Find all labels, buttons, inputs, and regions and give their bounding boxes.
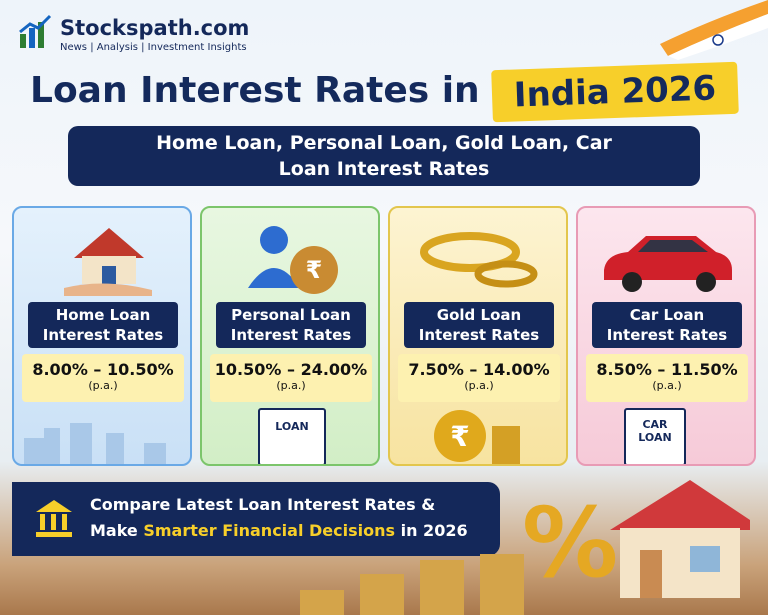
card-title: Gold Loan Interest Rates bbox=[404, 302, 554, 348]
title-highlight: India 2026 bbox=[491, 61, 739, 123]
loan-badge: LOAN bbox=[258, 408, 326, 464]
house-icon bbox=[64, 228, 152, 296]
rate-note: (p.a.) bbox=[88, 379, 118, 392]
rate: 8.00% – 10.50% bbox=[32, 360, 174, 379]
rate: 10.50% – 24.00% bbox=[214, 360, 368, 379]
logo bbox=[19, 14, 52, 48]
rate-note: (p.a.) bbox=[464, 379, 494, 392]
svg-text:₹: ₹ bbox=[450, 420, 469, 453]
coin-icon: ₹ bbox=[434, 410, 520, 464]
subtitle: Home Loan, Personal Loan, Gold Loan, Car… bbox=[68, 126, 700, 186]
house-illustration bbox=[610, 480, 750, 598]
title: Loan Interest Rates in bbox=[30, 70, 480, 111]
card: Car Loan Interest Rates 8.50% – 11.50% (p… bbox=[576, 206, 756, 466]
brand-name: Stockspath.com bbox=[60, 16, 250, 40]
brand-tagline: News | Analysis | Investment Insights bbox=[60, 42, 247, 53]
bank-icon bbox=[36, 500, 72, 537]
flag bbox=[660, 0, 768, 60]
footer-banner: Compare Latest Loan Interest Rates & Mak… bbox=[12, 482, 500, 556]
rate-box: 7.50% – 14.00% (p.a.) bbox=[398, 354, 560, 402]
car-loan-badge: CAR LOAN bbox=[624, 408, 686, 464]
footer-text: in 2026 bbox=[400, 521, 468, 540]
footer-line: Make Smarter Financial Decisions in 2026 bbox=[90, 518, 500, 544]
car-icon bbox=[604, 236, 732, 292]
footer-line: Compare Latest Loan Interest Rates & bbox=[90, 495, 436, 514]
card-title: Car Loan Interest Rates bbox=[592, 302, 742, 348]
rate: 7.50% – 14.00% bbox=[408, 360, 550, 379]
rate-box: 8.50% – 11.50% (p.a.) bbox=[586, 354, 748, 402]
rate: 8.50% – 11.50% bbox=[596, 360, 738, 379]
percent-symbol: % bbox=[522, 487, 619, 599]
gold-icon bbox=[420, 232, 538, 288]
card: ₹ Personal Loan Interest Rates 10.50% – … bbox=[200, 206, 380, 466]
card-title: Home Loan Interest Rates bbox=[28, 302, 178, 348]
coin-stacks bbox=[300, 554, 524, 615]
rate-note: (p.a.) bbox=[652, 379, 682, 392]
rate-box: 8.00% – 10.50% (p.a.) bbox=[22, 354, 184, 402]
footer-highlight: Smarter Financial Decisions bbox=[143, 521, 396, 540]
skyline bbox=[24, 423, 166, 464]
card-title: Personal Loan Interest Rates bbox=[216, 302, 366, 348]
person-money-icon: ₹ bbox=[248, 226, 338, 294]
rate-box: 10.50% – 24.00% (p.a.) bbox=[210, 354, 372, 402]
card: Gold Loan Interest Rates 7.50% – 14.00%(… bbox=[388, 206, 568, 466]
rate-note: (p.a.) bbox=[276, 379, 306, 392]
card: Home Loan Interest Rates 8.00% – 10.50%(… bbox=[12, 206, 192, 466]
svg-text:₹: ₹ bbox=[306, 256, 323, 284]
footer-text: Make bbox=[90, 521, 138, 540]
